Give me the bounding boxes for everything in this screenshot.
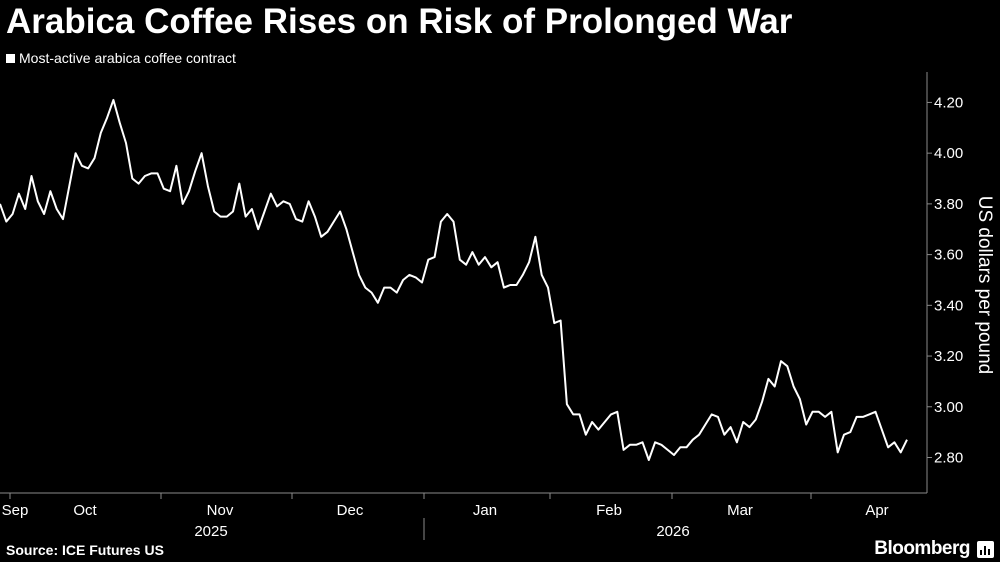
x-tick-label: Dec [337, 502, 364, 519]
y-tick-label: 3.00 [934, 399, 963, 416]
x-tick-label: Feb [596, 502, 622, 519]
x-tick-label: Oct [73, 502, 97, 519]
y-tick-label: 3.80 [934, 196, 963, 213]
y-tick-label: 3.40 [934, 297, 963, 314]
x-tick-label: Apr [865, 502, 888, 519]
x-tick-label: Nov [207, 502, 234, 519]
year-label: 2025 [194, 523, 227, 540]
bloomberg-logo: Bloomberg [874, 538, 970, 559]
y-axis-label: US dollars per pound [974, 196, 995, 375]
y-tick-label: 4.00 [934, 145, 963, 162]
y-tick-label: 3.60 [934, 247, 963, 264]
chart-title: Arabica Coffee Rises on Risk of Prolonge… [6, 2, 793, 41]
x-tick-label: Sep [2, 502, 29, 519]
legend: Most-active arabica coffee contract [6, 50, 236, 66]
y-tick-label: 2.80 [934, 449, 963, 466]
series-line [0, 98, 908, 461]
year-label: 2026 [656, 523, 689, 540]
y-tick-label: 4.20 [934, 94, 963, 111]
bloomberg-chart-icon [977, 541, 994, 558]
legend-swatch [6, 53, 15, 63]
x-tick-label: Mar [727, 502, 753, 519]
legend-label: Most-active arabica coffee contract [19, 50, 236, 66]
y-tick-label: 3.20 [934, 348, 963, 365]
source-note: Source: ICE Futures US [6, 542, 164, 558]
x-tick-label: Jan [473, 502, 497, 519]
